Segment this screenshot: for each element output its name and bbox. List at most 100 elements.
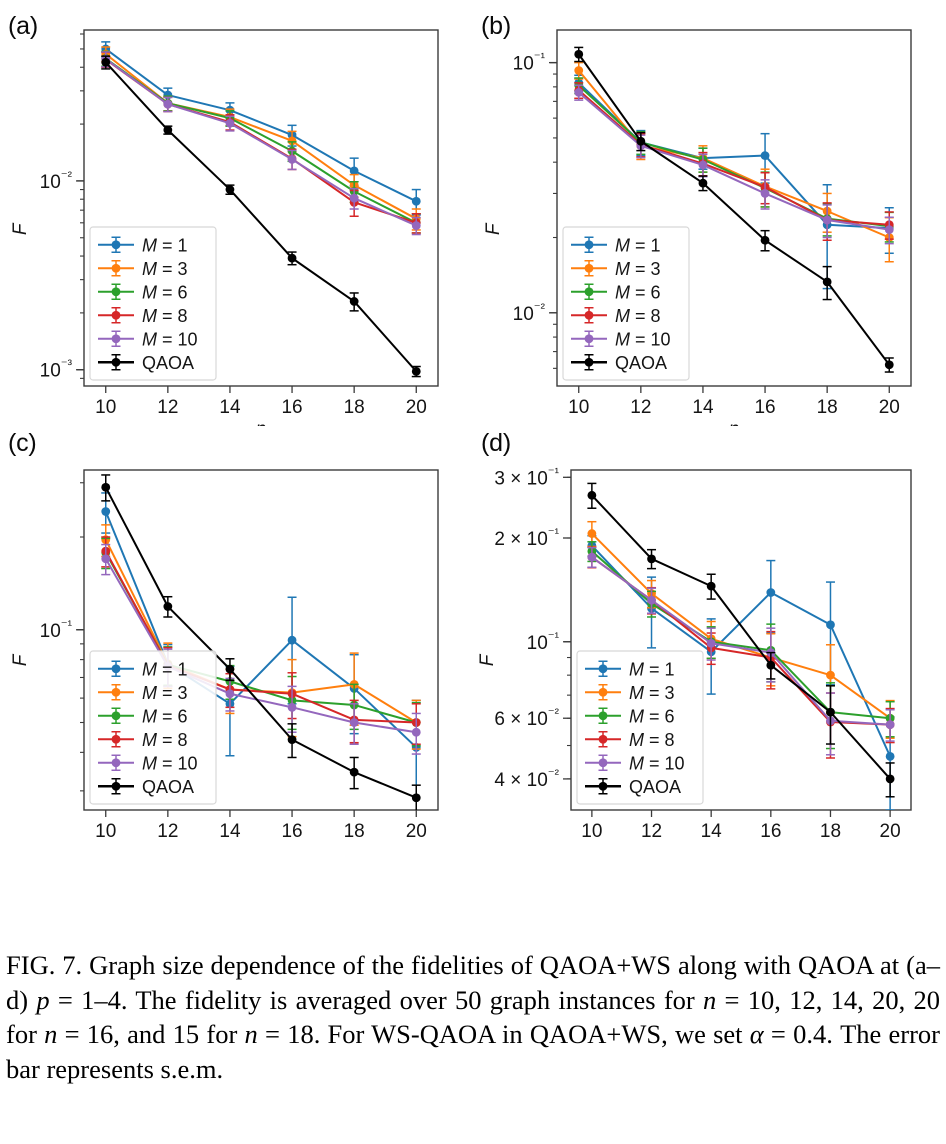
legend-label: M = 6 [142,706,188,726]
data-point [287,155,297,164]
y-tick-label: 10⁻¹ [513,50,546,75]
y-tick-labels: 3 × 10⁻¹ 2 × 10⁻¹ 10⁻¹ 6 × 10⁻² 4 × 10⁻² [494,464,571,791]
legend-label: M = 8 [615,306,661,326]
y-tick-label: 10⁻¹ [527,629,560,654]
legend-marker-QAOA [111,357,121,367]
x-tick-label: 20 [879,397,900,418]
legend-label: M = 10 [615,329,671,349]
figure-caption: FIG. 7. Graph size dependence of the fid… [6,948,940,1086]
data-point [885,774,895,784]
legend-label: QAOA [615,353,667,373]
x-tick-label: 18 [817,397,838,418]
y-axis-label: F [10,653,31,666]
y-tick-label: 10⁻² [40,168,73,193]
data-point [163,125,173,135]
y-tick-labels: 10⁻¹ [40,617,84,642]
data-point [349,297,359,306]
legend-marker-M10 [111,758,121,768]
data-point [411,221,421,230]
legend-marker-M3 [111,263,121,273]
data-point [587,490,597,500]
y-axis-label: F [477,653,498,666]
legend-marker-QAOA [598,781,608,791]
y-tick-labels: 10⁻² 10⁻³ [40,168,84,382]
legend-label: M = 3 [142,259,188,279]
data-point [574,88,584,97]
data-point [885,720,895,729]
data-point [822,215,832,225]
x-tick-label: 10 [581,821,602,842]
x-tick-label: 14 [692,397,714,418]
caption-text: FIG. 7. Graph size dependence of the fid… [6,950,940,1084]
x-axis-label: n [256,843,267,845]
legend-label: M = 6 [615,282,661,302]
x-tick-labels: 10 12 14 16 18 20 [568,386,900,418]
legend-marker-M8 [111,310,121,320]
panel-label-c: (c) [8,429,37,457]
y-axis-label: F [483,222,504,235]
legend-marker-M1 [584,240,594,250]
legend-marker-M6 [111,287,121,297]
data-point [826,670,835,680]
legend-label: M = 1 [142,235,188,255]
plot-d: 3 × 10⁻¹ 2 × 10⁻¹ 10⁻¹ 6 × 10⁻² 4 × 10⁻² 10 12… [477,464,912,845]
legend-box [576,650,704,805]
data-point [587,552,597,562]
legend-label: M = 10 [142,753,198,773]
y-tick-label: 6 × 10⁻² [494,705,559,730]
legend-box [89,650,217,805]
data-point [411,196,421,206]
data-point [574,66,584,75]
legend-marker-QAOA [584,357,594,367]
x-tick-labels: 10 12 14 16 18 20 [581,810,901,842]
data-point [760,235,770,245]
legend-marker-M1 [111,664,121,674]
series-M6 [574,77,894,243]
legend-label: M = 3 [142,683,188,703]
data-point [698,160,708,170]
panel-c: (c)10⁻¹101214161820nFM = 1M = 3M = 6M = … [0,425,470,845]
legend-label: M = 10 [142,329,198,349]
data-point [760,189,770,198]
x-axis-label: n [729,419,740,426]
y-tick-label: 2 × 10⁻¹ [494,525,559,550]
data-point [647,554,656,564]
x-tick-label: 18 [344,821,365,842]
legend-label: QAOA [629,777,681,797]
legend: M = 1 M = 3 M = 6 M = 8 M = 10 QAOA [89,226,217,381]
y-tick-labels: 10⁻¹ 10⁻² [513,50,557,325]
series-QAOA [101,474,421,810]
data-point [766,660,776,670]
series-QAOA [101,55,421,378]
plot-c: 10⁻¹101214161820nFM = 1M = 3M = 6M = 8M … [10,469,439,845]
data-point [826,707,835,717]
legend-marker-M1 [598,664,608,674]
x-tick-label: 14 [219,397,241,418]
data-point [706,581,716,591]
x-tick-label: 14 [701,821,723,842]
series-group [101,41,421,378]
data-point [163,99,173,109]
panel-b: (b)10⁻¹ 10⁻² 10 12 14 16 18 20 n F M = 1 M = 3 M = 6… [473,8,946,426]
series-group [574,46,894,373]
figure-panels: (a) 10⁻² 10⁻³ 10 12 14 16 18 20 n F M = 1 M = 3 M = 6… [0,8,946,845]
legend-label: QAOA [142,353,194,373]
x-tick-label: 14 [219,821,241,842]
x-tick-label: 18 [344,397,365,418]
x-tick-label: 12 [630,397,651,418]
x-tick-label: 10 [95,821,116,842]
axes-frame [570,469,912,811]
legend: M = 1 M = 3 M = 6 M = 8 M = 10 QAOA [89,650,217,805]
x-tick-label: 12 [157,821,178,842]
legend-label: M = 1 [629,659,675,679]
panel-label-d: (d) [481,429,511,457]
legend-label: M = 8 [629,730,675,750]
data-point [349,193,359,203]
data-point [225,664,235,674]
series-M8 [574,82,894,242]
legend-label: M = 1 [615,235,661,255]
data-point [574,49,584,59]
data-point [225,689,235,699]
legend: M = 1 M = 3 M = 6 M = 8 M = 10 QAOA [562,226,690,381]
data-point [225,118,235,128]
